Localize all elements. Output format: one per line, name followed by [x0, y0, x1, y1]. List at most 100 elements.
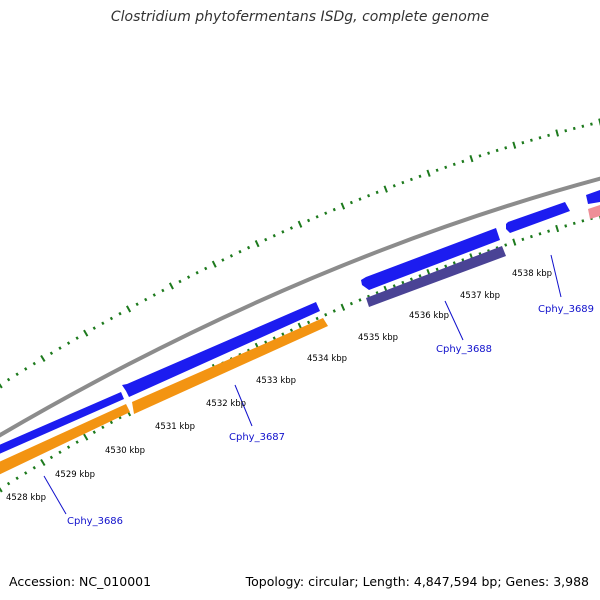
tick-mark — [281, 332, 285, 336]
gene-arrow[interactable] — [586, 190, 600, 204]
tick-mark — [83, 433, 89, 441]
gene-arrow[interactable] — [361, 228, 500, 290]
gene-arrow[interactable] — [506, 202, 570, 233]
genome-summary-text: Topology: circular; Length: 4,847,594 bp… — [245, 574, 589, 589]
tick-mark — [590, 122, 593, 126]
tick-mark — [161, 288, 165, 293]
label-connectors — [43, 254, 562, 515]
tick-mark — [101, 425, 105, 430]
tick-mark — [75, 336, 79, 340]
tick-mark — [324, 211, 328, 215]
tick-mark — [264, 237, 268, 242]
tick-mark — [418, 174, 422, 179]
tick-mark — [238, 249, 242, 254]
tick-mark — [32, 361, 36, 366]
tick-mark — [392, 284, 396, 288]
gene-arrow[interactable] — [588, 205, 600, 219]
tick-mark — [204, 266, 208, 271]
tick-mark — [24, 471, 28, 475]
tick-mark — [555, 129, 560, 137]
tick-mark — [547, 133, 551, 138]
accession-text: Accession: NC_010001 — [9, 574, 152, 589]
tick-mark — [144, 297, 148, 302]
tick-mark — [6, 481, 11, 486]
tick-mark — [340, 202, 346, 210]
position-label: 4534 kbp — [307, 354, 347, 364]
tick-mark — [32, 465, 36, 470]
gene-label-cphy-3689[interactable]: Cphy_3689 — [538, 304, 594, 315]
tick-mark — [168, 282, 174, 290]
tick-mark — [40, 459, 46, 467]
tick-mark — [109, 316, 114, 321]
tick-mark — [92, 326, 96, 330]
tick-mark — [581, 219, 585, 223]
tick-mark — [538, 136, 542, 140]
tick-mark — [487, 151, 491, 155]
tick-mark — [547, 229, 551, 233]
tick-mark — [15, 476, 19, 481]
inner-tick-ring — [0, 212, 600, 493]
tick-mark — [598, 118, 600, 126]
tick-mark — [307, 218, 311, 223]
outer-tick-ring — [0, 118, 600, 389]
tick-mark — [332, 207, 336, 212]
tick-mark — [24, 367, 28, 371]
tick-mark — [66, 445, 71, 449]
genome-title: Clostridium phytofermentans ISDg, comple… — [110, 9, 490, 25]
gene-label-cphy-3688[interactable]: Cphy_3688 — [436, 344, 492, 355]
tick-mark — [315, 215, 319, 219]
tick-mark — [315, 316, 319, 321]
position-label: 4531 kbp — [155, 422, 195, 432]
tick-mark — [281, 230, 285, 234]
tick-mark — [512, 141, 517, 149]
gene-label-cphy-3686[interactable]: Cphy_3686 — [67, 516, 123, 527]
tick-mark — [66, 341, 71, 345]
tick-mark — [221, 258, 225, 262]
tick-mark — [367, 194, 371, 198]
position-label: 4538 kbp — [512, 269, 552, 279]
tick-mark — [409, 177, 413, 182]
tick-mark — [289, 226, 294, 230]
position-label: 4529 kbp — [55, 470, 95, 480]
gene-arrow[interactable] — [0, 404, 130, 479]
tick-mark — [92, 430, 96, 434]
backbone-arc — [0, 176, 600, 438]
tick-mark — [521, 141, 525, 145]
tick-mark — [272, 234, 276, 238]
tick-mark — [349, 200, 353, 205]
gene-arrow[interactable] — [0, 392, 124, 458]
tick-mark — [340, 303, 346, 311]
tick-mark — [572, 221, 576, 226]
tick-mark — [83, 329, 89, 337]
tick-mark — [101, 321, 105, 326]
tick-mark — [6, 377, 11, 382]
tick-mark — [49, 351, 54, 356]
tick-mark — [401, 280, 405, 285]
gene-label-cphy-3687[interactable]: Cphy_3687 — [229, 432, 285, 443]
tick-mark — [555, 224, 560, 233]
tick-mark — [58, 346, 62, 350]
tick-mark — [401, 180, 405, 185]
tick-mark — [195, 271, 199, 275]
tick-mark — [435, 168, 439, 172]
tick-mark — [572, 126, 576, 131]
gene-arrow[interactable] — [366, 246, 506, 307]
tick-mark — [306, 320, 311, 325]
tick-mark — [426, 169, 431, 177]
position-label: 4533 kbp — [256, 376, 296, 386]
gene-arrow[interactable] — [122, 302, 320, 397]
tick-mark — [469, 155, 474, 163]
tick-mark — [49, 455, 54, 460]
position-label: 4536 kbp — [409, 311, 449, 321]
tick-mark — [452, 261, 456, 265]
tick-mark — [126, 305, 132, 313]
tick-mark — [75, 440, 79, 444]
tick-mark — [564, 129, 568, 133]
tick-mark — [504, 243, 508, 247]
gene-arrow[interactable] — [132, 318, 328, 414]
tick-mark — [40, 354, 46, 362]
tick-mark — [211, 260, 217, 268]
position-label: 4528 kbp — [6, 493, 46, 503]
tick-mark — [58, 450, 62, 455]
